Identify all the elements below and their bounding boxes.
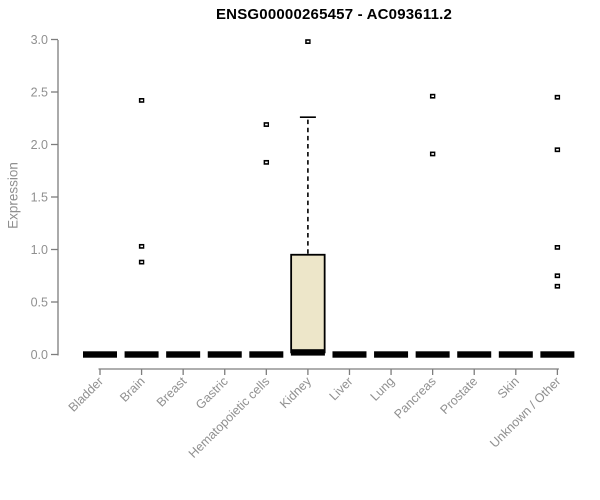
category-label: Prostate xyxy=(438,374,481,417)
category-label: Liver xyxy=(327,374,356,403)
category-label: Unknown / Other xyxy=(487,374,563,450)
category-label: Breast xyxy=(154,374,190,410)
category-label: Hematopoietic cells xyxy=(186,374,273,461)
y-tick-label: 1.5 xyxy=(31,190,48,204)
outlier-point-center xyxy=(556,285,559,288)
median-bar xyxy=(457,351,492,358)
median-bar xyxy=(332,351,367,358)
category-label: Gastric xyxy=(193,374,231,412)
outlier-point-center xyxy=(556,148,559,151)
outlier-point-center xyxy=(306,40,310,43)
category-label: Bladder xyxy=(66,374,106,414)
median-bar xyxy=(249,351,284,358)
outlier-point-center xyxy=(140,261,143,263)
y-tick-label: 0.0 xyxy=(31,348,48,362)
median-bar xyxy=(498,351,533,358)
median-bar xyxy=(374,351,409,358)
median-bar xyxy=(290,349,325,356)
category-label: Skin xyxy=(495,374,522,401)
outlier-point-center xyxy=(265,123,268,126)
y-tick-label: 1.0 xyxy=(31,243,48,257)
category-label: Brain xyxy=(117,374,148,405)
y-tick-label: 0.5 xyxy=(31,295,48,309)
median-bar xyxy=(207,351,242,358)
median-bar xyxy=(124,351,159,358)
outlier-point-center xyxy=(431,95,435,97)
category-label: Lung xyxy=(368,374,398,404)
y-tick-label: 2.0 xyxy=(31,138,48,152)
category-label: Kidney xyxy=(277,374,314,411)
outlier-point-center xyxy=(265,161,268,164)
category-label: Pancreas xyxy=(392,374,439,421)
y-axis-title: Expression xyxy=(5,162,21,229)
outlier-point-center xyxy=(556,274,559,277)
outlier-point-center xyxy=(140,245,143,248)
box xyxy=(290,253,326,354)
y-tick-label: 2.5 xyxy=(31,85,48,99)
outlier-point-center xyxy=(140,99,143,102)
outlier-point-center xyxy=(556,96,559,99)
median-bar xyxy=(415,351,450,358)
chart-title: ENSG00000265457 - AC093611.2 xyxy=(215,6,453,23)
y-tick-label: 3.0 xyxy=(31,33,48,47)
median-bar xyxy=(540,351,575,358)
outlier-point-center xyxy=(556,246,559,249)
median-bar xyxy=(83,351,117,358)
outlier-point-center xyxy=(431,153,435,155)
median-bar xyxy=(166,351,201,358)
